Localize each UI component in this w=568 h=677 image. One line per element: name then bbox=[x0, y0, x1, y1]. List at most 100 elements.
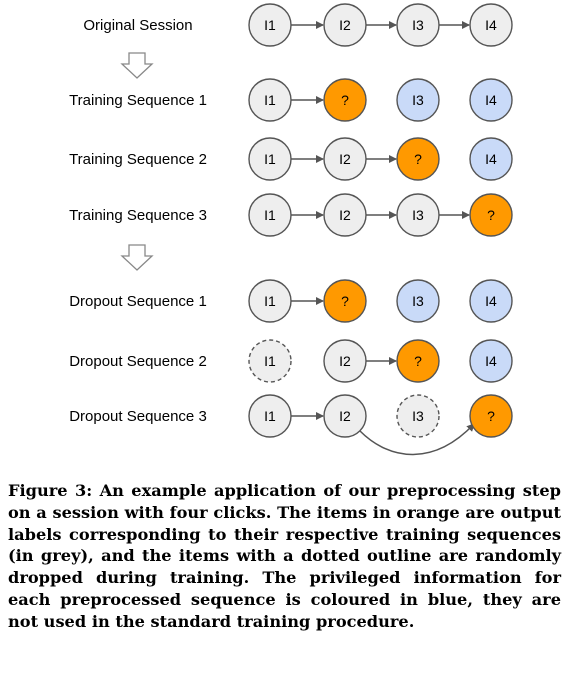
item-node: I4 bbox=[469, 78, 513, 122]
item-circle bbox=[323, 137, 367, 181]
item-circle bbox=[323, 193, 367, 237]
item-label: I2 bbox=[339, 151, 351, 167]
item-node: I4 bbox=[469, 279, 513, 323]
item-node: I1 bbox=[248, 78, 292, 122]
item-label: I3 bbox=[412, 17, 424, 33]
item-label: I4 bbox=[485, 151, 497, 167]
item-circle bbox=[469, 78, 513, 122]
item-label: I1 bbox=[264, 17, 276, 33]
row-label: Dropout Sequence 3 bbox=[69, 408, 207, 425]
down-arrow-icon bbox=[120, 244, 154, 271]
item-circle bbox=[323, 339, 367, 383]
item-node: I2 bbox=[323, 339, 367, 383]
item-circle bbox=[396, 137, 440, 181]
item-circle bbox=[396, 394, 440, 438]
item-circle bbox=[469, 279, 513, 323]
item-label: I2 bbox=[339, 207, 351, 223]
item-circle bbox=[469, 137, 513, 181]
sequence-row: Original Session I1 I2 I3 I4 bbox=[83, 3, 513, 47]
item-circle bbox=[323, 3, 367, 47]
figure-caption: Figure 3: An example application of our … bbox=[8, 481, 561, 631]
item-label: I2 bbox=[339, 408, 351, 424]
item-label: I1 bbox=[264, 353, 276, 369]
item-label: ? bbox=[414, 151, 422, 167]
item-circle bbox=[396, 78, 440, 122]
item-circle bbox=[323, 78, 367, 122]
item-node: ? bbox=[396, 137, 440, 181]
item-circle bbox=[396, 193, 440, 237]
item-label: I1 bbox=[264, 151, 276, 167]
item-label: ? bbox=[341, 293, 349, 309]
item-label: I1 bbox=[264, 207, 276, 223]
item-label: ? bbox=[487, 408, 495, 424]
row-label: Training Sequence 1 bbox=[69, 92, 207, 109]
item-label: ? bbox=[487, 207, 495, 223]
item-node: I3 bbox=[396, 279, 440, 323]
item-label: I4 bbox=[485, 353, 497, 369]
row-label: Dropout Sequence 1 bbox=[69, 293, 207, 310]
item-label: I1 bbox=[264, 92, 276, 108]
item-label: I1 bbox=[264, 408, 276, 424]
item-label: I4 bbox=[485, 17, 497, 33]
item-node: I3 bbox=[396, 78, 440, 122]
item-label: I2 bbox=[339, 17, 351, 33]
item-label: I2 bbox=[339, 353, 351, 369]
sequence-row: Dropout Sequence 1 I1? I3 I4 bbox=[69, 279, 513, 323]
item-circle bbox=[248, 3, 292, 47]
item-node: I1 bbox=[248, 3, 292, 47]
item-node: I3 bbox=[396, 394, 440, 438]
item-node: ? bbox=[396, 339, 440, 383]
item-label: I3 bbox=[412, 408, 424, 424]
item-node: I2 bbox=[323, 137, 367, 181]
item-node: I4 bbox=[469, 339, 513, 383]
sequence-row: Dropout Sequence 3 I1 I2 I3? bbox=[69, 394, 513, 456]
item-node: I1 bbox=[248, 137, 292, 181]
item-circle bbox=[248, 193, 292, 237]
item-label: ? bbox=[341, 92, 349, 108]
item-circle bbox=[248, 78, 292, 122]
item-node: I3 bbox=[396, 193, 440, 237]
item-circle bbox=[396, 279, 440, 323]
item-node: ? bbox=[323, 279, 367, 323]
item-node: I1 bbox=[248, 339, 292, 383]
sequence-row: Training Sequence 3 I1 I2 I3? bbox=[69, 193, 513, 237]
item-label: I3 bbox=[412, 92, 424, 108]
item-node: I1 bbox=[248, 193, 292, 237]
item-node: I2 bbox=[323, 193, 367, 237]
item-circle bbox=[469, 193, 513, 237]
item-label: I3 bbox=[412, 293, 424, 309]
item-circle bbox=[396, 3, 440, 47]
row-label: Training Sequence 2 bbox=[69, 151, 207, 168]
sequence-row: Dropout Sequence 2 I1 I2? I4 bbox=[69, 339, 513, 383]
item-label: I4 bbox=[485, 293, 497, 309]
item-label: I3 bbox=[412, 207, 424, 223]
item-circle bbox=[469, 339, 513, 383]
item-node: I4 bbox=[469, 137, 513, 181]
item-label: ? bbox=[414, 353, 422, 369]
item-circle bbox=[323, 394, 367, 438]
item-node: ? bbox=[469, 394, 513, 438]
item-circle bbox=[469, 3, 513, 47]
item-node: I3 bbox=[396, 3, 440, 47]
skip-arrow bbox=[359, 423, 475, 456]
item-node: I1 bbox=[248, 394, 292, 438]
item-node: I4 bbox=[469, 3, 513, 47]
item-node: I1 bbox=[248, 279, 292, 323]
item-circle bbox=[469, 394, 513, 438]
item-node: I2 bbox=[323, 394, 367, 438]
item-circle bbox=[396, 339, 440, 383]
item-circle bbox=[323, 279, 367, 323]
item-circle bbox=[248, 339, 292, 383]
sequence-row: Training Sequence 1 I1? I3 I4 bbox=[69, 78, 513, 122]
sequence-row: Training Sequence 2 I1 I2? I4 bbox=[69, 137, 513, 181]
down-arrow-icon bbox=[120, 52, 154, 79]
item-circle bbox=[248, 394, 292, 438]
item-label: I4 bbox=[485, 92, 497, 108]
item-node: ? bbox=[323, 78, 367, 122]
item-circle bbox=[248, 137, 292, 181]
item-node: I2 bbox=[323, 3, 367, 47]
item-label: I1 bbox=[264, 293, 276, 309]
item-node: ? bbox=[469, 193, 513, 237]
item-circle bbox=[248, 279, 292, 323]
